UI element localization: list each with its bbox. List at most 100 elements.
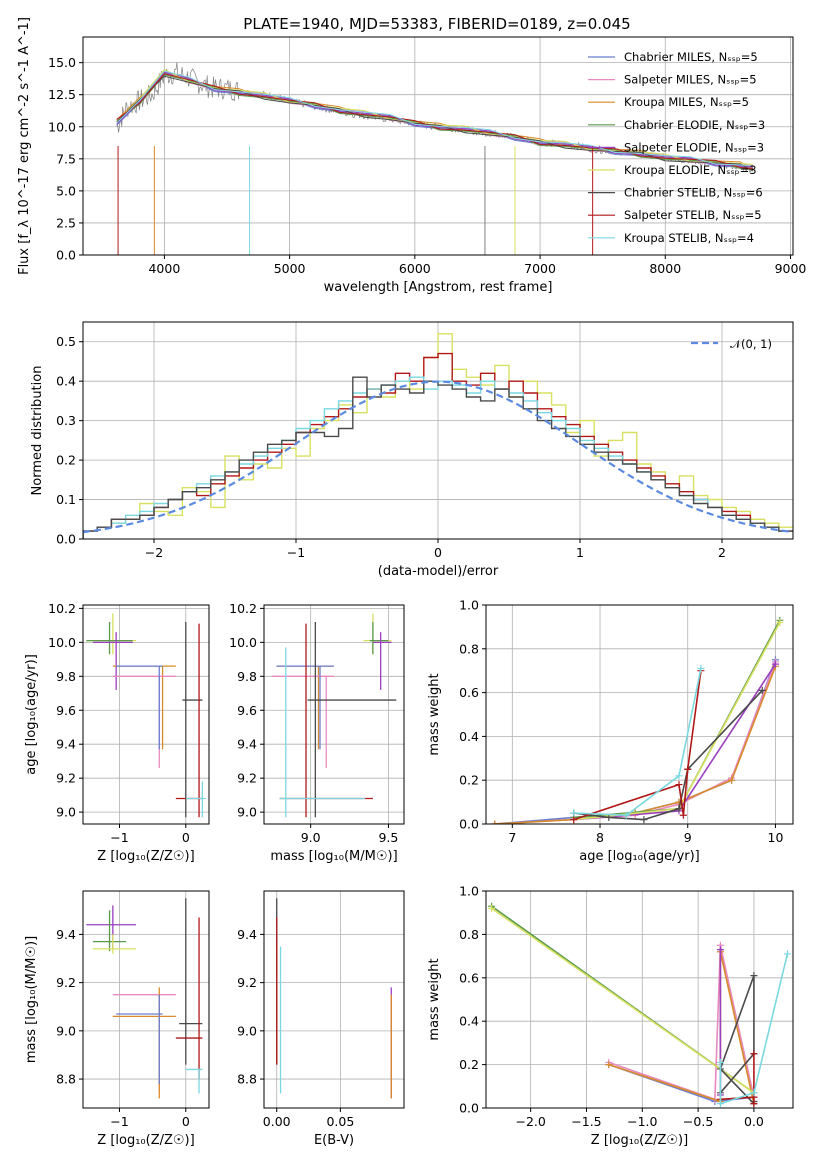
weight-marker-salpeter-stelib	[684, 765, 692, 773]
weight-marker-kroupa-stelib	[716, 1100, 724, 1108]
weight-marker-salpeter-elodie	[716, 946, 724, 954]
x-axis-label: Z [log₁₀(Z/Z☉)]	[591, 1133, 688, 1148]
weight-marker-salpeter-elodie	[771, 660, 779, 668]
x-tick-label: 0	[434, 545, 442, 560]
y-tick-label: 9.4	[237, 927, 257, 942]
x-axis-label: mass [log₁₀(M/M☉)]	[270, 849, 397, 864]
grid	[486, 604, 793, 825]
panel-weight-vs-Z: −2.0 −1.5 −1.0 −0.5 0.0 0.0 0.2 0.4 0.6 0.8 1.0 Z […	[427, 884, 794, 1148]
x-tick-label: 9.5	[378, 830, 398, 845]
weight-line-chabrier-stelib	[573, 689, 763, 821]
axes-frame	[263, 890, 405, 1109]
weight-marker-kroupa-miles	[728, 776, 736, 784]
x-tick-label: 7000	[524, 261, 556, 276]
axes-frame	[82, 321, 794, 540]
y-tick-label: 10.2	[229, 601, 257, 616]
weight-marker-kroupa-stelib	[750, 1089, 758, 1097]
y-axis-label: Normed distribution	[30, 366, 45, 496]
x-tick-label: 4000	[148, 261, 180, 276]
weight-marker-chabrier-stelib	[640, 816, 648, 824]
x-tick-label: 8000	[649, 261, 681, 276]
errorbar-kroupa-miles	[112, 665, 176, 750]
weight-marker-kroupa-miles	[491, 820, 499, 824]
x-tick-label: 0.0	[744, 1114, 764, 1129]
y-tick-label: 9.2	[56, 975, 76, 990]
y-axis-label: mass [log₁₀(M/M☉)]	[24, 936, 39, 1063]
legend-entry: Chabrier ELODIE, Nₛₛₚ=3	[624, 118, 765, 132]
weight-marker-chabrier-stelib	[750, 972, 758, 980]
x-tick-label: −1	[110, 1114, 128, 1129]
errorbar-chabrier-miles	[276, 665, 334, 750]
y-tick-label: 15.0	[48, 55, 76, 70]
histogram-chabrier-stelib	[83, 376, 793, 539]
errorbar-salpeter-elodie	[86, 905, 137, 949]
x-axis-label: (data-model)/error	[378, 564, 499, 579]
weight-marker-salpeter-stelib	[679, 811, 687, 819]
x-tick-label: −1.5	[571, 1114, 601, 1129]
errorbar-salpeter-miles	[112, 675, 176, 768]
y-tick-label: 9.2	[237, 771, 257, 786]
weight-marker-salpeter-stelib	[750, 1050, 758, 1058]
panel-spectrum: 4000 5000 6000 7000 8000 9000 0.0 2.5 5.0 7.5 10.0…	[17, 17, 806, 295]
y-tick-label: 5.0	[56, 183, 76, 198]
errorbar-salpeter-stelib	[175, 623, 203, 818]
weight-marker-kroupa-elodie	[488, 904, 496, 912]
y-tick-label: 1.0	[459, 598, 479, 613]
y-tick-label: 9.0	[56, 805, 76, 820]
weight-marker-chabrier-stelib	[758, 686, 766, 694]
y-axis-label: Flux [f_λ 10^-17 erg cm^-2 s^-1 A^-1]	[17, 17, 32, 275]
y-tick-label: 9.8	[237, 669, 257, 684]
y-tick-label: 9.8	[56, 669, 76, 684]
errorbar-kroupa-elodie	[92, 934, 137, 954]
y-tick-label: 10.0	[229, 635, 257, 650]
y-tick-label: 9.6	[56, 703, 76, 718]
errorbar-salpeter-elodie	[372, 632, 392, 690]
x-tick-label: 9000	[775, 261, 807, 276]
weight-line-kroupa-stelib	[719, 953, 789, 1105]
histogram-salpeter-stelib	[83, 352, 793, 539]
x-tick-label: −0.5	[683, 1114, 713, 1129]
model-spectrum-chabrier-stelib	[116, 75, 754, 172]
legend-entry: Kroupa STELIB, Nₛₛₚ=4	[624, 231, 754, 245]
legend: Chabrier MILES, Nₛₛₚ=5 Salpeter MILES, Nₛ…	[588, 50, 765, 245]
weight-marker-salpeter-stelib	[570, 816, 578, 824]
y-tick-label: 8.8	[237, 1072, 257, 1087]
x-tick-label: 0	[182, 1114, 190, 1129]
grid	[264, 605, 404, 824]
errorbar-kroupa-miles	[276, 665, 333, 750]
chart-title: PLATE=1940, MJD=53383, FIBERID=0189, z=0…	[243, 15, 630, 33]
y-tick-label: 0.5	[56, 334, 76, 349]
model-spectrum-salpeter-stelib	[116, 73, 753, 170]
x-tick-label: −2.0	[515, 1114, 545, 1129]
errorbar-chabrier-elodie	[86, 621, 133, 655]
weight-marker-chabrier-stelib	[675, 805, 683, 813]
x-tick-label: 5000	[274, 261, 306, 276]
legend-entry: 𝒩(0, 1)	[730, 337, 772, 351]
plot-area	[83, 333, 793, 539]
errorbar-kroupa-stelib	[185, 781, 206, 818]
plot-area	[276, 898, 392, 1099]
y-tick-label: 0.4	[56, 374, 76, 389]
errorbar-chabrier-miles	[116, 665, 163, 750]
grid	[83, 605, 209, 824]
legend-entry: Chabrier STELIB, Nₛₛₚ=6	[624, 186, 763, 200]
y-tick-label: 0.8	[459, 927, 479, 942]
weight-marker-salpeter-stelib	[675, 781, 683, 789]
plot-area	[488, 902, 791, 1108]
x-axis-label: Z [log₁₀(Z/Z☉)]	[97, 1133, 194, 1148]
x-tick-label: 9.0	[301, 830, 321, 845]
errorbar-kroupa-stelib	[279, 647, 366, 818]
weight-line-kroupa-elodie	[491, 907, 755, 1094]
plot-area	[271, 613, 397, 818]
axes-frame	[485, 604, 794, 825]
weight-marker-kroupa-stelib	[570, 809, 578, 817]
y-tick-label: 12.5	[48, 87, 76, 102]
legend-entry: Salpeter ELODIE, Nₛₛₚ=3	[624, 140, 764, 154]
weight-line-kroupa-elodie	[573, 622, 781, 821]
x-tick-label: 0.00	[263, 1114, 291, 1129]
axes-frame	[82, 890, 210, 1109]
panel-weight-vs-age: 7 8 9 10 0.0 0.2 0.4 0.6 0.8 1.0 age [log₁₀(age/yr…	[427, 598, 794, 864]
y-tick-label: 1.0	[459, 884, 479, 899]
axes-frame	[263, 604, 405, 825]
